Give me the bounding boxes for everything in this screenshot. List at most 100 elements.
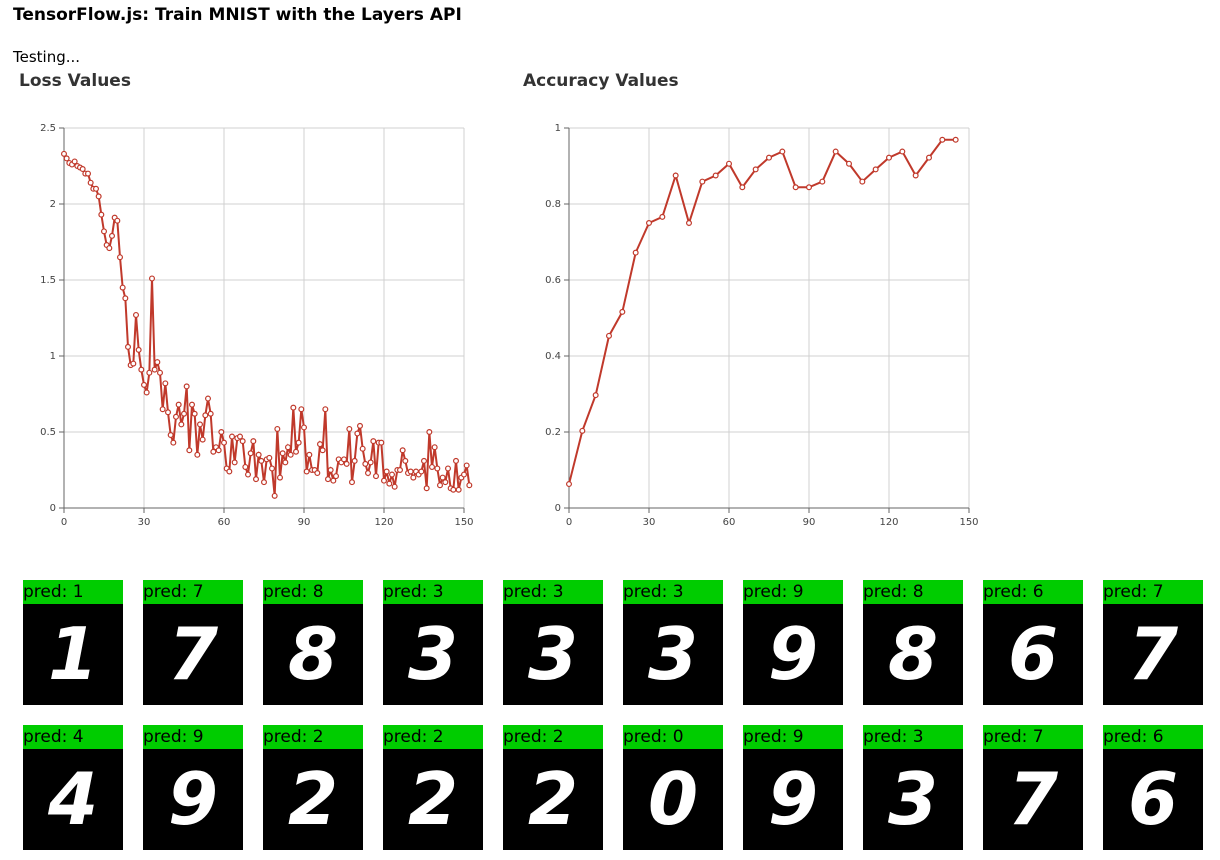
loss-data-point — [162, 380, 169, 387]
accuracy-data-point — [766, 154, 773, 161]
loss-y-tick-label: 0.5 — [40, 427, 56, 438]
loss-data-point — [245, 471, 252, 478]
digit-image: 9 — [143, 749, 243, 850]
loss-data-point — [386, 480, 393, 487]
loss-data-point — [461, 471, 468, 478]
accuracy-data-point — [846, 160, 853, 167]
loss-data-point — [189, 401, 196, 408]
loss-data-point — [285, 444, 292, 451]
loss-data-point — [154, 359, 161, 366]
loss-data-point — [221, 439, 228, 446]
digit-image: 2 — [383, 749, 483, 850]
loss-data-point — [426, 429, 433, 436]
accuracy-y-tick-label: 0.4 — [545, 351, 561, 362]
prediction-label: pred: 6 — [983, 580, 1083, 604]
loss-data-point — [269, 465, 276, 472]
loss-data-point — [314, 470, 321, 477]
digit-image: 1 — [23, 604, 123, 705]
loss-data-point — [298, 406, 305, 413]
loss-data-point — [407, 468, 414, 475]
prediction-label: pred: 2 — [263, 725, 363, 749]
digit-image: 3 — [863, 749, 963, 850]
loss-x-tick-label: 30 — [138, 517, 151, 528]
accuracy-data-point — [899, 148, 906, 155]
loss-data-point — [124, 343, 131, 350]
prediction-label: pred: 2 — [503, 725, 603, 749]
loss-data-point — [431, 444, 438, 451]
loss-data-point — [341, 456, 348, 463]
digit-image: 3 — [383, 604, 483, 705]
accuracy-chart: 0 30 60 90 120 150 0 0.2 0.4 0.6 0.8 1 — [545, 123, 978, 528]
loss-data-point — [143, 389, 150, 396]
loss-data-point — [418, 468, 425, 475]
loss-data-point — [132, 311, 139, 318]
accuracy-grid — [568, 127, 970, 509]
accuracy-data-point — [726, 160, 733, 167]
loss-data-point — [106, 245, 113, 252]
accuracy-chart-title: Accuracy Values — [523, 71, 679, 91]
page-title: TensorFlow.js: Train MNIST with the Laye… — [13, 5, 462, 25]
loss-data-point — [349, 479, 356, 486]
accuracy-x-tick-label: 150 — [959, 517, 978, 528]
loss-data-point — [100, 228, 107, 235]
status-text: Testing... — [13, 48, 81, 66]
loss-data-point — [157, 369, 164, 376]
loss-data-point — [290, 404, 297, 411]
accuracy-x-tick-label: 60 — [723, 517, 736, 528]
digit-image: 4 — [23, 749, 123, 850]
loss-data-point — [351, 457, 358, 464]
accuracy-data-point — [659, 213, 666, 220]
loss-data-point — [199, 436, 206, 443]
loss-data-point — [130, 360, 137, 367]
loss-data-point — [325, 476, 332, 483]
loss-data-point — [333, 473, 340, 480]
loss-data-point — [445, 465, 452, 472]
loss-data-point — [365, 470, 372, 477]
loss-y-tick-label: 1 — [50, 351, 56, 362]
loss-data-point — [181, 410, 188, 417]
accuracy-data-point — [565, 481, 572, 488]
loss-data-point — [362, 460, 369, 467]
accuracy-y-tick-label: 0.6 — [545, 275, 561, 286]
loss-data-point — [367, 459, 374, 466]
accuracy-x-tick-label: 30 — [643, 517, 656, 528]
loss-data-point — [138, 366, 145, 373]
loss-data-point — [183, 383, 190, 390]
accuracy-data-point — [712, 172, 719, 179]
digit-image: 9 — [743, 604, 843, 705]
loss-data-point — [450, 486, 457, 493]
accuracy-x-tick-label: 120 — [879, 517, 898, 528]
accuracy-y-tick-label: 0.8 — [545, 199, 561, 210]
loss-data-point — [439, 474, 446, 481]
prediction-label: pred: 9 — [743, 580, 843, 604]
loss-data-point — [399, 447, 406, 454]
loss-data-point — [453, 457, 460, 464]
loss-data-point — [237, 433, 244, 440]
accuracy-x-tick-label: 90 — [803, 517, 816, 528]
loss-data-point — [84, 170, 91, 177]
accuracy-data-point — [645, 219, 652, 226]
prediction-label: pred: 9 — [143, 725, 243, 749]
loss-data-point — [389, 471, 396, 478]
accuracy-data-point — [939, 136, 946, 143]
prediction-label: pred: 6 — [1103, 725, 1203, 749]
loss-x-tick-label: 0 — [61, 517, 67, 528]
accuracy-y-tick-label: 0 — [555, 503, 561, 514]
loss-data-point — [317, 441, 324, 448]
prediction-label: pred: 3 — [623, 580, 723, 604]
loss-data-point — [205, 395, 212, 402]
loss-data-point — [437, 482, 444, 489]
loss-x-tick-label: 90 — [298, 517, 311, 528]
loss-data-point — [442, 479, 449, 486]
accuracy-data-point — [952, 136, 959, 143]
loss-data-point — [173, 413, 180, 420]
prediction-label: pred: 7 — [143, 580, 243, 604]
